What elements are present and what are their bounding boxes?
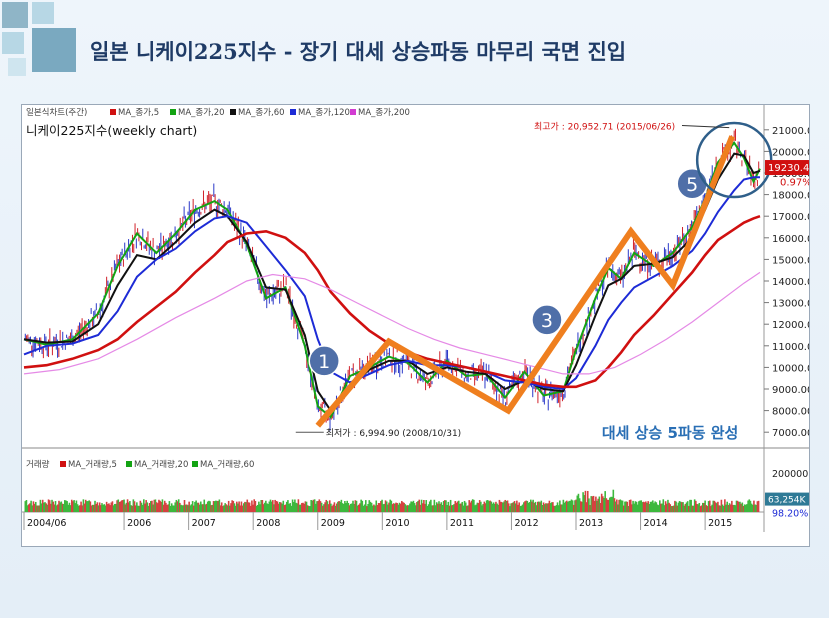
x-tick-label: 2008 (256, 518, 280, 529)
volume-legend-swatch (192, 461, 198, 467)
low-price-label: 최저가 : 6,994.90 (2008/10/31) (326, 428, 461, 439)
ma-line-5 (23, 271, 761, 375)
y-tick-label: 11000.00 (772, 342, 809, 353)
x-tick-label: 2010 (385, 518, 409, 529)
x-tick-label: 2007 (192, 518, 216, 529)
wave-label: 5 (686, 174, 698, 196)
chart-svg: 21000.00 20000.00 1 9000.00 18000.00 17000.00… (22, 105, 809, 532)
wave-label: 1 (318, 351, 330, 373)
legend-swatch (170, 109, 176, 115)
legend-label: MA_종가,20 (178, 108, 225, 118)
volume-legend-prefix: 거래량 (26, 459, 50, 470)
volume-legend-swatch (126, 461, 132, 467)
y-tick-label: 13000.00 (772, 299, 809, 310)
y-tick-label: 12000.00 (772, 320, 809, 331)
y-tick-label: 21000.00 (772, 126, 809, 137)
ma-line-1 (23, 141, 761, 419)
high-price-label: 최고가 : 20,952.71 (2015/06/26) (534, 121, 675, 132)
x-tick-label: 2006 (127, 518, 151, 529)
volume-legend-label: MA_거래량,5 (68, 459, 117, 470)
change-pct: 0.97% (780, 177, 809, 188)
volume-tick: 200000 (772, 469, 808, 480)
last-price-box (765, 160, 809, 176)
chart-panel: 21000.00 20000.00 1 9000.00 18000.00 17000.00… (21, 104, 810, 547)
legend-label: MA_종가,5 (118, 108, 159, 118)
legend-swatch (290, 109, 296, 115)
decor-square-4 (32, 28, 76, 72)
y-tick-label: 15000.00 (772, 255, 809, 266)
wave-label: 3 (541, 310, 553, 332)
y-tick-label: 8000.00 (772, 407, 809, 418)
y-tick-label: 17000.00 (772, 212, 809, 223)
y-tick-label: 14000.00 (772, 277, 809, 288)
y-tick-label: 20000.00 (772, 147, 809, 158)
high-arrow (681, 124, 730, 129)
legend-swatch (350, 109, 356, 115)
x-tick-label: 2014 (644, 518, 668, 529)
decor-square-3 (2, 32, 24, 54)
chart-title: 니케이225지수(weekly chart) (26, 123, 197, 138)
ma-line-2 (23, 152, 761, 413)
annotation-text: 대세 상승 5파동 완성 (602, 424, 739, 442)
decor-square-5 (8, 58, 26, 76)
y-tick-label: 9000.00 (772, 385, 809, 396)
legend-swatch (230, 109, 236, 115)
decor-square-2 (32, 2, 54, 24)
last-price: 19230.48 (768, 163, 809, 174)
x-tick-label: 2011 (450, 518, 474, 529)
x-tick-label: 2013 (579, 518, 603, 529)
legend-label: MA_종가,120 (298, 108, 350, 118)
legend-swatch (110, 109, 116, 115)
x-tick-label: 2012 (514, 518, 538, 529)
volume-last: 63,254K (768, 496, 806, 506)
y-tick-label: 16000.00 (772, 234, 809, 245)
volume-last-box (765, 492, 809, 506)
y-tick-label: 7000.00 (772, 428, 809, 439)
y-tick-label: 10000.00 (772, 363, 809, 374)
legend-prefix: 일본식차트(주간) (26, 107, 87, 118)
decor-square-1 (2, 2, 28, 28)
volume-legend-swatch (60, 461, 66, 467)
page-title: 일본 니케이225지수 - 장기 대세 상승파동 마무리 국면 진입 (90, 39, 627, 64)
legend-label: MA_종가,200 (358, 108, 410, 118)
wave-bubble (531, 304, 563, 336)
volume-legend-label: MA_거래량,20 (134, 459, 188, 470)
x-tick-label: 2004/06 (27, 518, 66, 529)
ma-line-4 (23, 214, 761, 389)
x-tick-label: 2009 (321, 518, 345, 529)
x-tick-label: 2015 (708, 518, 732, 529)
y-tick-label: 18000.00 (772, 191, 809, 202)
volume-pct: 98.20% (772, 509, 808, 520)
volume-legend-label: MA_거래량,60 (200, 459, 254, 470)
wave-path (315, 135, 735, 428)
legend-label: MA_종가,60 (238, 108, 285, 118)
wave-bubble (308, 345, 340, 377)
